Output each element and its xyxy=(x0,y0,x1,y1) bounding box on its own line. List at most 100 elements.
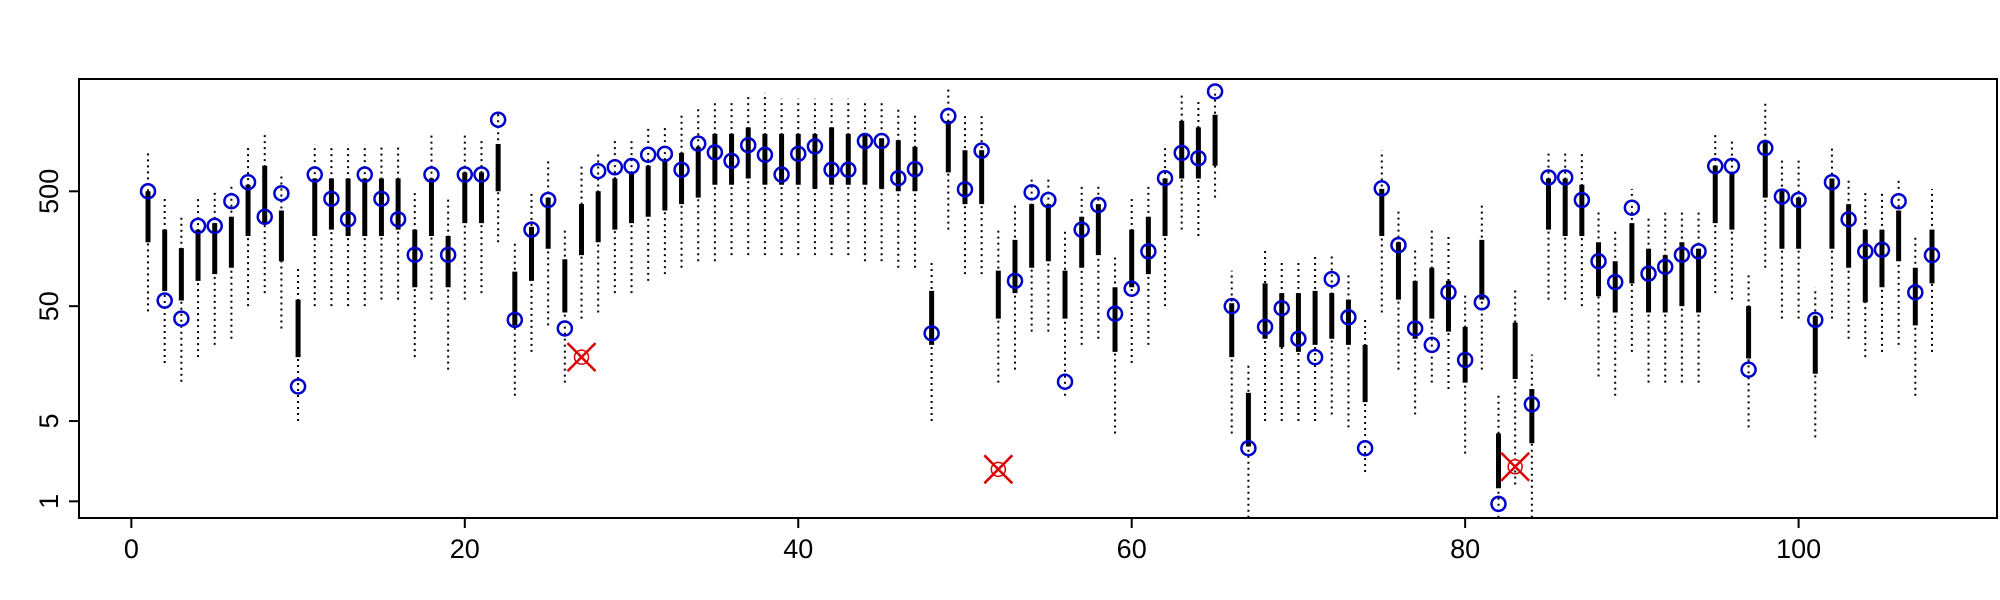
observed-point xyxy=(306,166,323,183)
y-tick-label: 1 xyxy=(34,494,64,509)
observed-point xyxy=(623,157,640,175)
x-tick-label: 100 xyxy=(1776,534,1821,564)
observed-point xyxy=(706,144,724,161)
observed-point xyxy=(239,173,257,191)
observed-point xyxy=(1840,211,1857,228)
observed-point xyxy=(1790,191,1807,209)
observed-point xyxy=(1273,299,1291,317)
observed-point xyxy=(1190,149,1207,167)
x-tick-label: 20 xyxy=(450,534,480,564)
observed-point xyxy=(473,166,490,183)
axes: 0 20 40 60 80 100 1 5 50 500 xyxy=(34,169,1821,564)
observed-point xyxy=(823,161,840,179)
observed-point xyxy=(806,138,824,155)
observed-point xyxy=(1040,191,1057,209)
observed-point xyxy=(1056,373,1074,390)
observed-point xyxy=(923,325,940,342)
observed-point xyxy=(1256,318,1274,336)
observed-point xyxy=(940,107,957,125)
observed-point xyxy=(1290,330,1307,348)
observed-point xyxy=(1023,184,1040,201)
observed-point xyxy=(1540,169,1557,186)
flag-ring xyxy=(573,349,590,365)
observed-point xyxy=(1090,196,1107,214)
observed-point xyxy=(723,152,740,170)
observed-point xyxy=(1706,157,1724,175)
x-tick-label: 80 xyxy=(1450,534,1480,564)
observed-point xyxy=(1423,336,1441,354)
observed-point xyxy=(1640,265,1657,282)
flag-cross xyxy=(983,454,1014,485)
observed-point xyxy=(689,135,707,152)
observed-point xyxy=(906,160,924,178)
observed-point xyxy=(1006,272,1024,290)
observed-point xyxy=(1807,311,1824,329)
observed-point xyxy=(973,142,990,159)
observed-point xyxy=(356,166,374,183)
observed-point xyxy=(489,111,507,128)
observed-point xyxy=(639,146,657,164)
observed-point xyxy=(1373,180,1391,197)
flagged-point xyxy=(983,454,1014,485)
observed-point xyxy=(389,211,407,228)
observed-point xyxy=(1757,139,1774,157)
flag-cross xyxy=(1500,451,1531,482)
flag-cross xyxy=(566,342,597,373)
observed-point xyxy=(1440,284,1457,301)
observed-point xyxy=(339,211,357,228)
observed-point xyxy=(223,192,240,210)
observed-point xyxy=(556,320,574,337)
observed-point xyxy=(139,183,157,200)
observed-point xyxy=(1656,258,1674,276)
observed-point xyxy=(1073,221,1090,238)
observed-point xyxy=(423,166,440,183)
plot-area xyxy=(139,83,1941,518)
observed-point xyxy=(1523,396,1541,413)
observed-point xyxy=(1857,243,1874,260)
x-tick-label: 40 xyxy=(783,534,813,564)
y-tick-label: 500 xyxy=(34,169,64,214)
observed-point xyxy=(1306,348,1324,366)
observed-point xyxy=(656,145,674,163)
observed-point xyxy=(1173,144,1190,162)
observed-point xyxy=(206,217,223,235)
observed-point xyxy=(840,161,857,179)
observed-point xyxy=(1823,173,1841,191)
observed-point xyxy=(539,191,557,209)
observed-point xyxy=(773,166,790,183)
observed-point xyxy=(739,136,757,154)
observed-point xyxy=(1340,309,1357,326)
observed-point xyxy=(506,311,524,329)
plot-frame xyxy=(78,78,1998,519)
observed-point xyxy=(1406,320,1424,337)
observed-point xyxy=(373,190,390,208)
observed-point xyxy=(1873,241,1891,258)
observed-point xyxy=(256,208,273,226)
observed-point xyxy=(673,161,690,179)
observed-point xyxy=(1773,188,1791,205)
observed-point xyxy=(1323,270,1341,288)
observed-point xyxy=(856,132,874,150)
observed-point xyxy=(1156,169,1174,187)
observed-point xyxy=(1240,439,1257,457)
flag-ring xyxy=(990,461,1007,478)
observed-point xyxy=(456,166,474,183)
flag-ring xyxy=(1507,459,1523,475)
observed-point xyxy=(1123,280,1140,297)
observed-point xyxy=(606,158,624,176)
observed-point xyxy=(289,378,307,395)
observed-point xyxy=(406,246,424,264)
observed-point xyxy=(1456,351,1474,369)
observed-point xyxy=(1140,243,1157,260)
observed-point xyxy=(1223,297,1240,315)
flagged-point xyxy=(1500,451,1531,482)
y-tick-label: 50 xyxy=(34,291,64,321)
observed-point xyxy=(189,217,207,235)
observed-point xyxy=(273,185,290,202)
observed-point xyxy=(1690,243,1707,260)
observed-point xyxy=(1206,83,1224,100)
observed-point xyxy=(1673,246,1691,264)
x-tick-label: 0 xyxy=(124,534,139,564)
